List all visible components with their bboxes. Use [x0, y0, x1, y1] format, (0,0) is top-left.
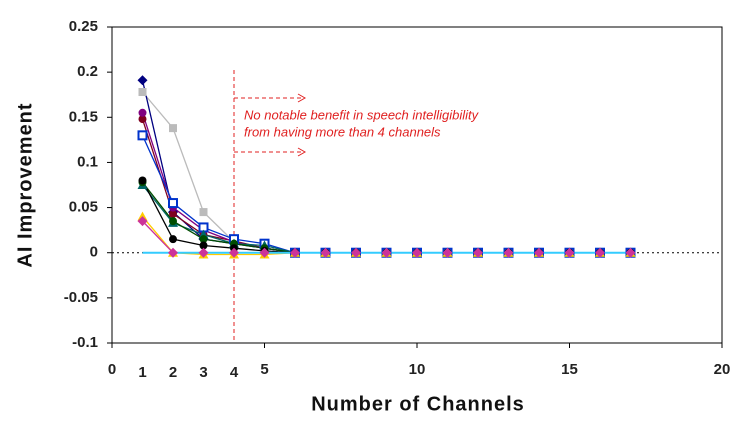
point [412, 247, 422, 258]
x-tick-label: 5 [260, 361, 268, 378]
x-marked-tick-label: 1 [138, 364, 146, 381]
y-axis-title: AI Improvement [14, 102, 36, 267]
arrow-head [297, 147, 307, 157]
point [169, 124, 177, 133]
point [138, 176, 147, 185]
point [138, 115, 147, 124]
y-tick-label: 0 [90, 244, 98, 261]
point [320, 247, 331, 258]
point [137, 75, 148, 86]
x-axis-title: Number of Channels [311, 393, 525, 415]
y-tick-label: 0.05 [69, 199, 98, 216]
point [259, 247, 270, 258]
point [351, 247, 361, 258]
annotation-text: from having more than 4 channels [244, 124, 441, 139]
series-line [141, 180, 631, 254]
y-tick-label: 0.2 [77, 63, 98, 80]
point [473, 247, 483, 258]
y-tick-label: -0.05 [64, 289, 98, 306]
plot-frame [111, 26, 723, 344]
y-tick-label: 0.25 [69, 18, 98, 35]
annotation-text: No notable benefit in speech intelligibi… [244, 107, 480, 122]
x-tick-label: 20 [714, 361, 731, 378]
y-tick-label: -0.1 [72, 334, 98, 351]
x-tick-label: 15 [561, 361, 578, 378]
x-marked-tick-label: 3 [199, 364, 207, 381]
series-line [141, 184, 631, 254]
point [137, 130, 148, 141]
point [290, 247, 300, 258]
point [137, 211, 148, 221]
y-tick-label: 0.15 [69, 108, 98, 125]
point [381, 247, 392, 258]
point [442, 247, 453, 258]
point [199, 241, 208, 250]
point [595, 247, 605, 258]
x-marked-tick-label: 4 [230, 364, 239, 381]
point [198, 247, 209, 258]
arrow-head [297, 93, 307, 103]
x-tick-label: 0 [108, 361, 116, 378]
point [503, 247, 514, 258]
point [137, 216, 148, 227]
point [564, 247, 575, 258]
point [229, 247, 239, 258]
point [169, 209, 177, 218]
series-line [141, 80, 631, 254]
point [199, 208, 208, 217]
point [168, 198, 178, 209]
point [199, 235, 208, 244]
x-marked-tick-label: 2 [169, 364, 177, 381]
point [138, 108, 147, 117]
point [625, 247, 636, 258]
point [138, 88, 147, 97]
y-tick-label: 0.1 [77, 153, 98, 170]
point [169, 217, 177, 226]
series-line [141, 181, 631, 254]
point [169, 235, 177, 244]
point [534, 247, 544, 258]
x-tick-label: 10 [409, 361, 426, 378]
point [168, 247, 178, 258]
